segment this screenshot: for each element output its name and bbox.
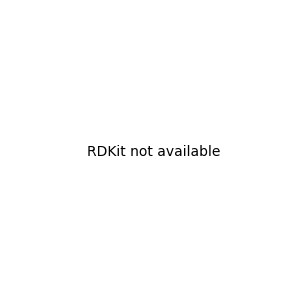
Text: RDKit not available: RDKit not available xyxy=(87,145,220,158)
